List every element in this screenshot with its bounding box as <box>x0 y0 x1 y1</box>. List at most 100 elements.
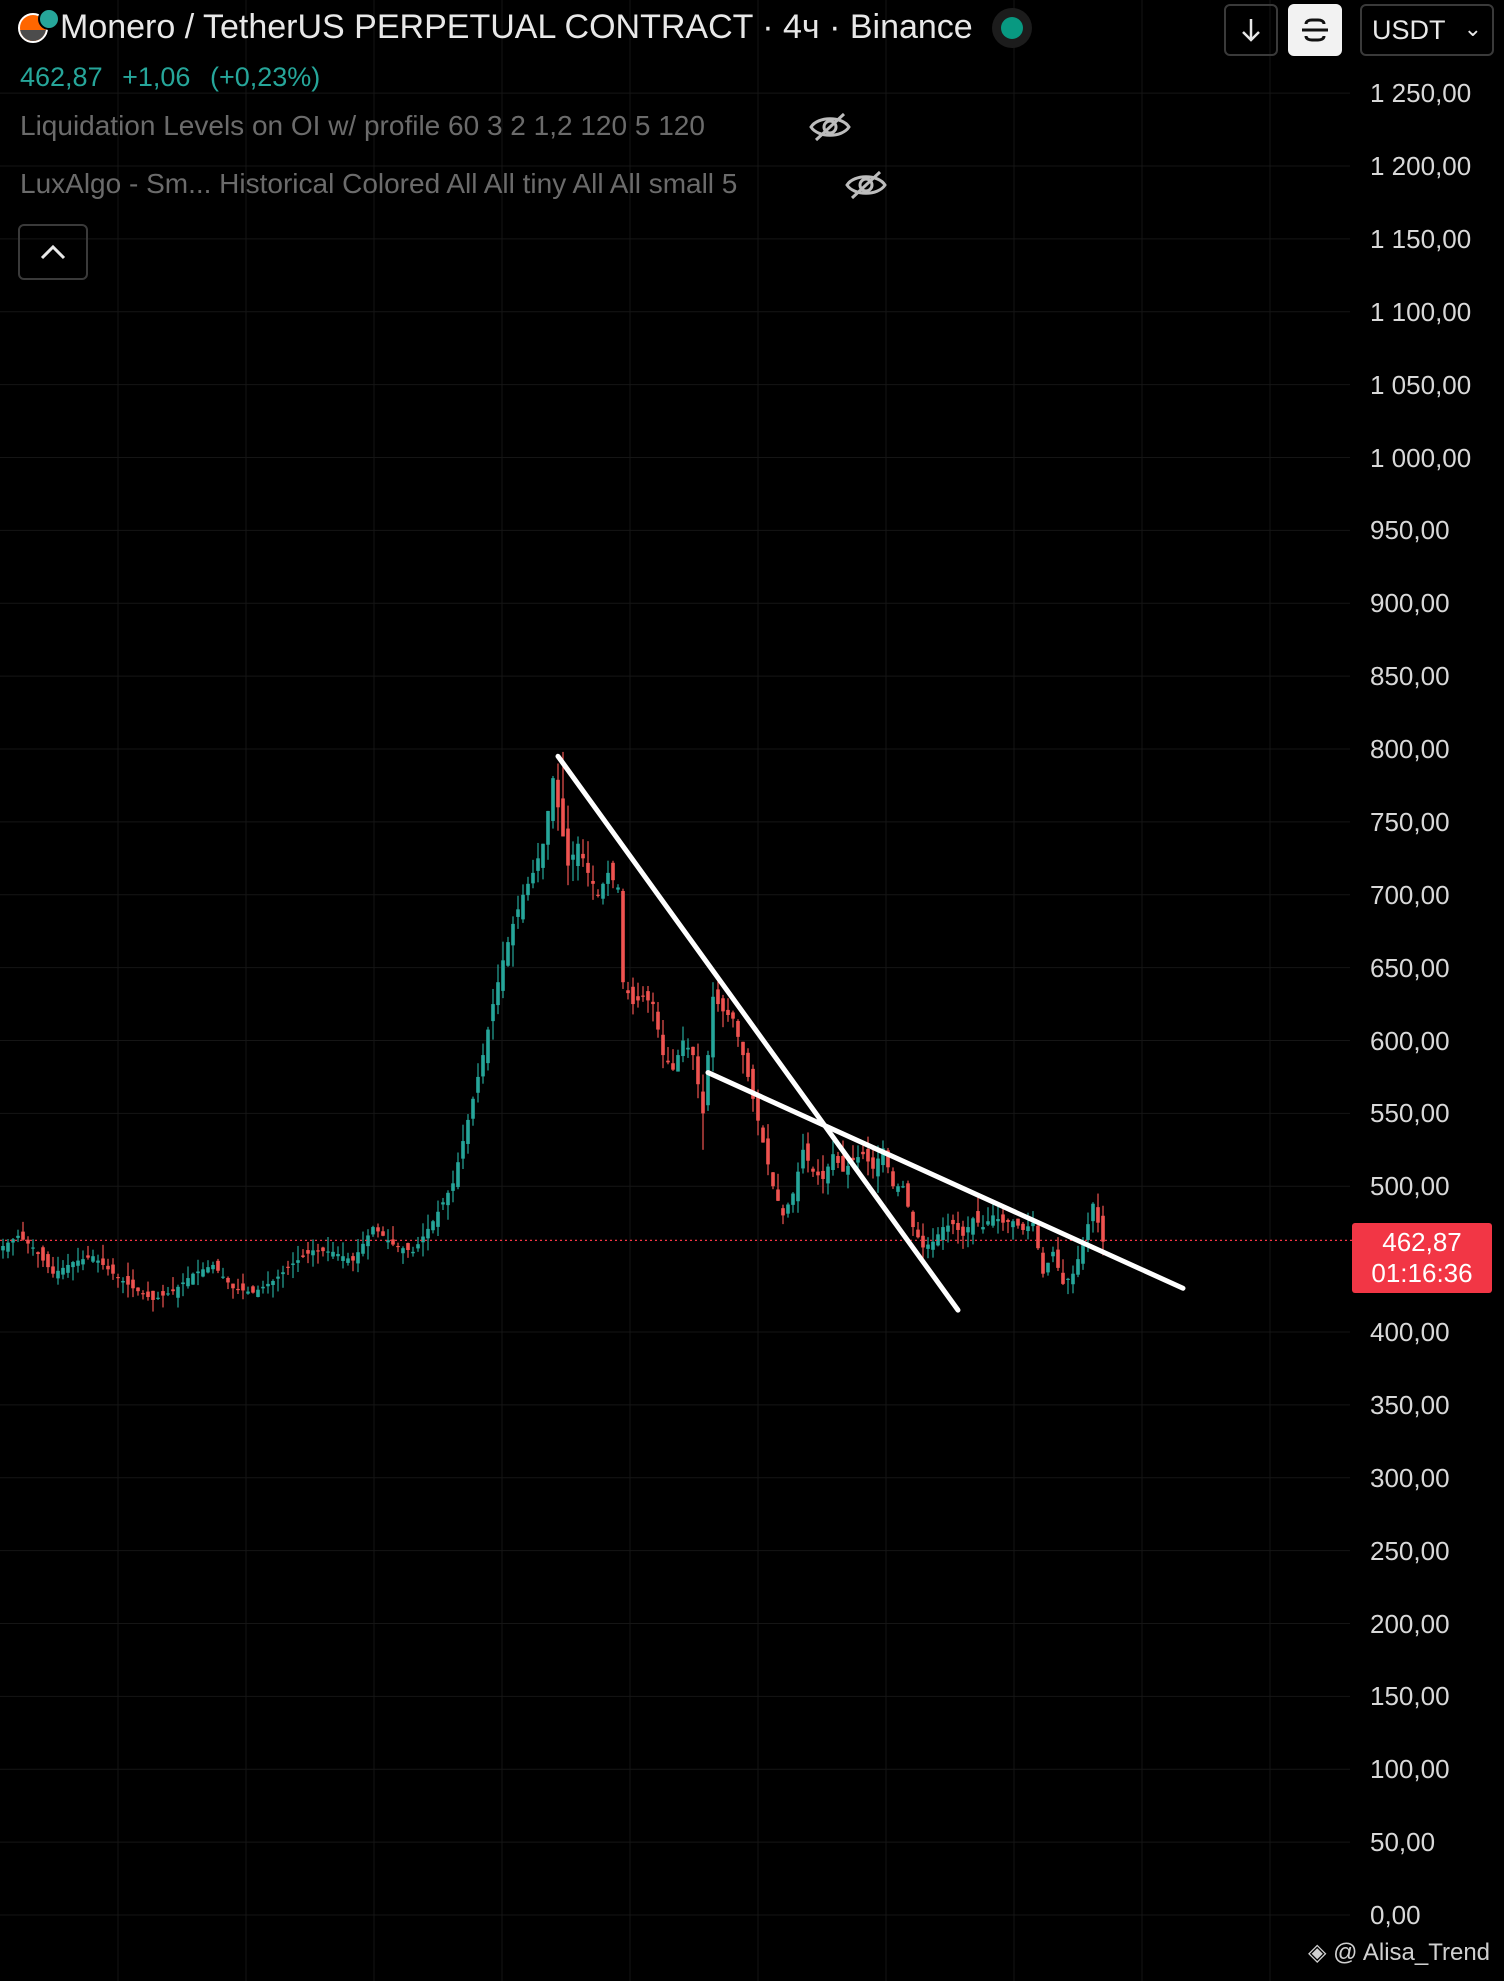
candle-body <box>946 1225 950 1232</box>
candle <box>216 1258 220 1274</box>
candle <box>271 1279 275 1298</box>
candle-body <box>336 1254 340 1257</box>
candle <box>286 1260 290 1275</box>
candle <box>56 1256 60 1285</box>
candle-body <box>841 1156 845 1172</box>
candle-body <box>121 1280 125 1283</box>
candle <box>356 1238 360 1273</box>
candle <box>301 1249 305 1259</box>
candle-body <box>351 1256 355 1261</box>
candle-body <box>191 1273 195 1285</box>
candle-body <box>1096 1207 1100 1223</box>
candle <box>26 1236 30 1254</box>
candle-body <box>766 1138 770 1165</box>
candle <box>771 1171 775 1190</box>
candle <box>971 1216 975 1245</box>
candle <box>386 1229 390 1250</box>
candle <box>231 1283 235 1299</box>
candle <box>1001 1207 1005 1231</box>
candle <box>221 1267 225 1280</box>
candle <box>246 1286 250 1295</box>
candle-body <box>1076 1259 1080 1275</box>
candle <box>541 843 545 880</box>
candle <box>946 1213 950 1243</box>
candle-body <box>641 995 645 997</box>
candle <box>251 1285 255 1294</box>
candle-body <box>546 810 550 845</box>
candle-body <box>1011 1221 1015 1228</box>
candle-body <box>1006 1219 1010 1222</box>
candle <box>736 1019 740 1047</box>
price-axis-tick: 600,00 <box>1370 1025 1450 1056</box>
candle-body <box>466 1119 470 1144</box>
collapse-indicators-button[interactable] <box>18 224 88 280</box>
candle <box>911 1210 915 1236</box>
candle-body <box>651 1001 655 1005</box>
candle-body <box>1071 1273 1075 1285</box>
eye-off-icon[interactable] <box>808 112 852 142</box>
indicator-luxalgo[interactable]: LuxAlgo - Sm... Historical Colored All A… <box>20 168 738 199</box>
candle <box>606 860 610 897</box>
currency-select[interactable]: USDT ⌄ <box>1360 4 1494 56</box>
candle <box>831 1140 835 1176</box>
candle <box>111 1258 115 1280</box>
candle-body <box>926 1244 930 1249</box>
candle <box>16 1229 20 1243</box>
candle <box>471 1096 475 1126</box>
candle-body <box>316 1250 320 1252</box>
candle-body <box>851 1157 855 1161</box>
candle <box>811 1166 815 1177</box>
candle <box>686 1038 690 1058</box>
candle-body <box>1036 1225 1040 1249</box>
candle-body <box>296 1260 300 1263</box>
candle <box>581 839 585 867</box>
price-axis-tick: 0,00 <box>1370 1900 1421 1930</box>
candle <box>1056 1237 1060 1271</box>
candle <box>881 1140 885 1173</box>
candle-body <box>406 1243 410 1251</box>
candle <box>746 1048 750 1082</box>
fullscreen-button[interactable] <box>1288 4 1342 56</box>
candle-body <box>441 1202 445 1205</box>
candle-body <box>481 1055 485 1077</box>
candle <box>76 1247 80 1273</box>
candle-body <box>756 1096 760 1121</box>
candle-body <box>621 890 625 983</box>
price-axis-tick: 700,00 <box>1370 879 1450 910</box>
candle-body <box>1066 1278 1070 1281</box>
symbol-title[interactable]: Monero / TetherUS PERPETUAL CONTRACT · 4… <box>60 8 973 46</box>
candle <box>516 895 520 929</box>
candle-body <box>656 1011 660 1030</box>
candle-body <box>606 872 610 884</box>
candle <box>851 1145 855 1164</box>
candle <box>871 1146 875 1179</box>
candle <box>711 982 715 1072</box>
candle <box>306 1241 310 1264</box>
candle <box>821 1155 825 1194</box>
candle <box>991 1203 995 1228</box>
eye-off-icon[interactable] <box>844 170 888 200</box>
candle-body <box>1056 1249 1060 1268</box>
candle <box>781 1204 785 1225</box>
indicator-liquidation-levels[interactable]: Liquidation Levels on OI w/ profile 60 3… <box>20 110 705 141</box>
candle-body <box>776 1189 780 1201</box>
candle <box>726 998 730 1022</box>
download-button[interactable] <box>1224 4 1278 56</box>
candle <box>96 1254 100 1273</box>
candle-body <box>176 1286 180 1298</box>
candle-body <box>821 1170 825 1179</box>
candle-body <box>881 1148 885 1166</box>
candle-body <box>951 1219 955 1225</box>
price-axis-tick: 800,00 <box>1370 734 1450 764</box>
candle-body <box>61 1267 65 1275</box>
candle <box>81 1250 85 1271</box>
candle-body <box>661 1034 665 1056</box>
candle-body <box>256 1289 260 1297</box>
candle <box>931 1228 935 1258</box>
candle-body <box>801 1149 805 1169</box>
candle-body <box>486 1029 490 1064</box>
candle-body <box>126 1276 130 1285</box>
candle-body <box>581 853 585 859</box>
candle <box>281 1265 285 1288</box>
